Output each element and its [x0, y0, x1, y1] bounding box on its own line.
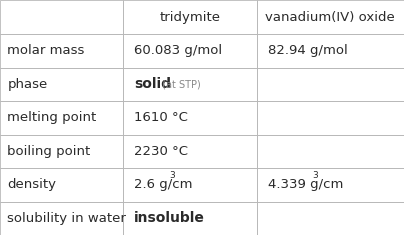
Text: 4.339 g/cm: 4.339 g/cm — [268, 178, 344, 191]
Bar — [0, 134, 123, 168]
Text: vanadium(IV) oxide: vanadium(IV) oxide — [265, 11, 395, 24]
Text: density: density — [7, 178, 57, 191]
Text: phase: phase — [7, 78, 48, 91]
Bar — [123, 68, 257, 101]
Bar — [123, 202, 257, 235]
Bar — [123, 0, 257, 34]
Text: boiling point: boiling point — [7, 145, 90, 158]
Bar — [257, 68, 404, 101]
Text: 82.94 g/mol: 82.94 g/mol — [268, 44, 348, 57]
Bar — [123, 101, 257, 134]
Text: 60.083 g/mol: 60.083 g/mol — [134, 44, 222, 57]
Bar — [257, 0, 404, 34]
Bar — [0, 168, 123, 201]
Text: solid: solid — [134, 77, 171, 91]
Bar — [0, 0, 123, 34]
Bar — [0, 101, 123, 134]
Bar — [257, 168, 404, 201]
Text: 2230 °C: 2230 °C — [134, 145, 188, 158]
Text: 1610 °C: 1610 °C — [134, 111, 188, 124]
Bar — [123, 168, 257, 201]
Text: 3: 3 — [312, 171, 318, 180]
Bar — [123, 34, 257, 68]
Bar — [257, 101, 404, 134]
Text: insoluble: insoluble — [134, 211, 205, 225]
Text: 3: 3 — [169, 171, 175, 180]
Text: melting point: melting point — [7, 111, 97, 124]
Text: solubility in water: solubility in water — [7, 212, 126, 225]
Text: 2.6 g/cm: 2.6 g/cm — [134, 178, 192, 191]
Bar — [0, 68, 123, 101]
Text: molar mass: molar mass — [7, 44, 85, 57]
Text: (at STP): (at STP) — [159, 79, 201, 89]
Bar — [257, 34, 404, 68]
Bar — [257, 134, 404, 168]
Bar — [257, 202, 404, 235]
Bar — [0, 202, 123, 235]
Bar — [0, 34, 123, 68]
Text: tridymite: tridymite — [160, 11, 220, 24]
Bar — [123, 134, 257, 168]
